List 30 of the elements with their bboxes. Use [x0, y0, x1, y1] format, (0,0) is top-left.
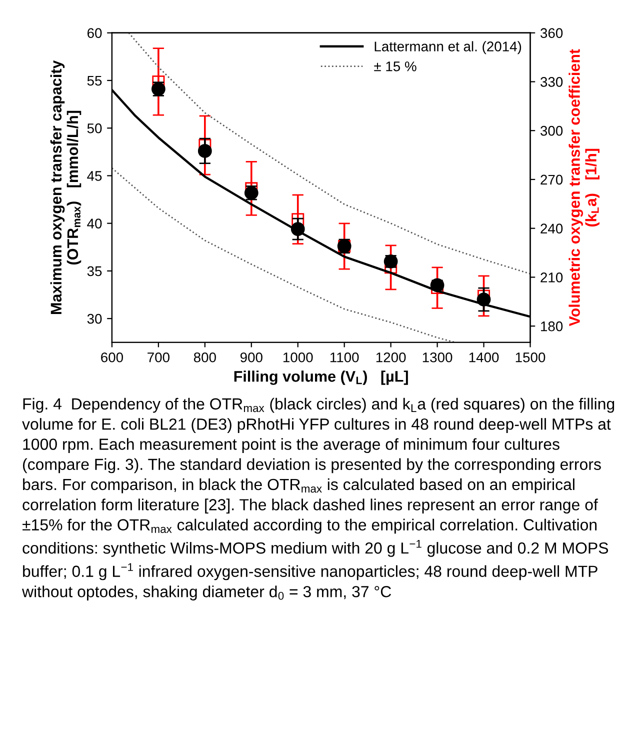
text: Fig. 4 Dependency of the OTR$_{max}$ (black circles) and k$_{L}$a (red squares) on the filling volume for E. coli BL21 (DE3) pRhotHi YFP cultures in 48 round deep-well MTPs at 1000 rpm. Each measurement point is the average of minimum four cultures (compare Fig. 3). The standard deviation is presented by the corresponding errors bars. For comparison, in black the OTR$_{max}$ is calculated based on an empirical correlation form literature [23]. The black dashed lines represent an error range of ±15% for the OTR$_{max}$ calculated according to the empirical correlation. Cultivation conditions: synthetic Wilms-MOPS medium with 20 g L$^{−1}$ glucose and 0.2 M MOPS buffer; 0.1 g L$^{−1}$ infrared oxygen-sensitive nanoparticles; 48 round deep-well MTP without optodes, shaking diameter d$_{0}$ = 3 mm, 37 °C — [22, 398, 614, 600]
x-tick-label: 1100 — [330, 352, 359, 362]
y2-tick-label: 270 — [540, 174, 563, 185]
y-tick-label: 55 — [87, 76, 102, 86]
legend-label: ± 15 % — [374, 62, 416, 72]
y-tick-label: 60 — [88, 28, 102, 38]
y2-tick-label: 240 — [540, 224, 563, 234]
y2-tick-label: 360 — [540, 28, 563, 38]
y-tick-label: 35 — [87, 266, 102, 276]
x-tick-label: 1200 — [376, 352, 406, 362]
x-tick-label: 1300 — [422, 352, 452, 362]
y-tick-label: 45 — [87, 171, 102, 181]
x-tick-label: 900 — [240, 352, 262, 362]
x-axis-title: Filling volume (V$_{L}$) [µL] — [234, 370, 408, 385]
y2-tick-label: 330 — [540, 77, 563, 87]
y-tick-label: 50 — [87, 123, 102, 134]
x-tick-label: 800 — [194, 352, 216, 362]
y2-tick-label: 180 — [541, 321, 563, 332]
y2-tick-label: 300 — [540, 126, 563, 136]
y-axis-title: Maximum oxygen transfer capacity (OTR$_{max}$) [mmol/L/h] — [50, 60, 82, 314]
legend-label: Lattermann et al. (2014) — [374, 41, 522, 54]
y-tick-label: 40 — [87, 218, 102, 228]
x-tick-label: 1000 — [283, 352, 313, 362]
x-tick-label: 700 — [148, 352, 170, 362]
x-tick-label: 1400 — [469, 352, 499, 362]
y2-tick-label: 210 — [540, 272, 563, 282]
y2-axis-title: Volumetric oxygen transfer coefficient (k$_{L}$a) [1/h] — [568, 49, 600, 326]
x-tick-label: 1500 — [516, 352, 546, 362]
x-tick-label: 600 — [101, 352, 124, 362]
y-tick-label: 30 — [87, 314, 102, 324]
